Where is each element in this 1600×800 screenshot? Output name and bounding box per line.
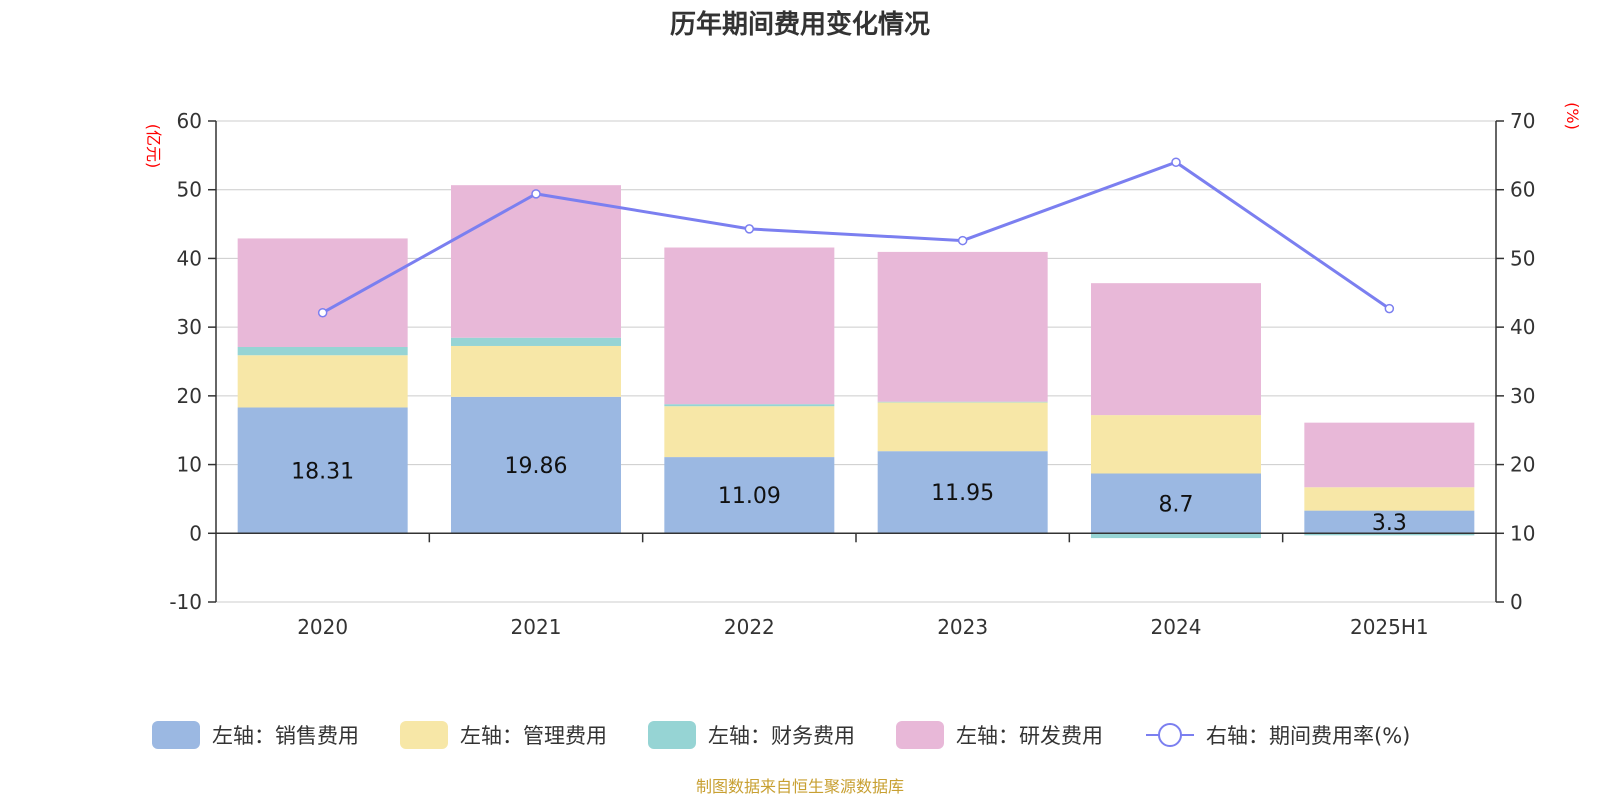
bar-segment [451, 337, 621, 346]
bar-segment [664, 404, 835, 407]
bar-segment [1091, 473, 1261, 534]
legend-label: 左轴：管理费用 [460, 724, 607, 748]
bar-segment [664, 406, 835, 458]
legend: 左轴：销售费用 左轴：管理费用 左轴：财务费用 左轴：研发费用 右轴：期间费用率(%) [152, 721, 1410, 749]
bar-value-label: 19.86 [505, 454, 568, 479]
category-label: 2021 [511, 615, 562, 639]
right-tick-label: 60 [1510, 178, 1535, 202]
grid-lines [216, 120, 1496, 603]
right-tick-label: 10 [1510, 521, 1535, 545]
bar-segment [1304, 533, 1475, 536]
legend-label: 左轴：财务费用 [708, 724, 855, 748]
right-axis-unit: (%) [1563, 102, 1582, 130]
rate-line [317, 157, 1395, 318]
bars [237, 185, 1475, 539]
bar-segment [237, 355, 408, 408]
axes: -10 0 10 20 30 40 50 60 0 10 20 30 40 50 60 70 2020 2021 2… [169, 109, 1535, 639]
bar-segment [877, 401, 1048, 403]
right-tick-label: 0 [1510, 590, 1523, 614]
bar-value-label: 11.09 [718, 484, 781, 509]
category-label: 2020 [297, 615, 348, 639]
legend-swatch [152, 721, 200, 749]
legend-swatch [896, 721, 944, 749]
right-tick-label: 40 [1510, 315, 1535, 339]
left-tick-label: 0 [189, 521, 202, 545]
bar-value-label: 8.7 [1159, 492, 1194, 517]
bar-segment [1304, 510, 1475, 534]
bar-segment [1304, 422, 1475, 488]
bar-segment [237, 238, 408, 348]
left-tick-label: 50 [177, 178, 202, 202]
category-label: 2023 [937, 615, 988, 639]
left-tick-label: 60 [177, 109, 202, 133]
bar-segment [877, 251, 1048, 402]
bar-segment [451, 345, 621, 397]
rate-point [1171, 157, 1181, 167]
chart-title: 历年期间费用变化情况 [670, 9, 930, 40]
rate-point [1384, 303, 1395, 314]
rate-point [531, 189, 541, 199]
bar-segment [237, 407, 408, 534]
category-label: 2022 [724, 615, 775, 639]
source-note: 制图数据来自恒生聚源数据库 [696, 777, 904, 796]
bar-value-label: 18.31 [291, 459, 354, 484]
bar-segment [877, 451, 1048, 534]
legend-label: 右轴：期间费用率(%) [1206, 724, 1410, 748]
legend-label: 左轴：销售费用 [212, 724, 359, 748]
left-tick-label: 30 [177, 315, 202, 339]
left-tick-label: 10 [177, 453, 202, 477]
legend-swatch [648, 721, 696, 749]
bar-segment [877, 402, 1048, 452]
left-tick-label: 40 [177, 246, 202, 270]
left-tick-label: -10 [169, 590, 202, 614]
right-tick-label: 50 [1510, 246, 1535, 270]
bar-segment [1091, 415, 1261, 474]
bar-segment [664, 457, 835, 534]
bar-labels: 18.31 19.86 11.09 11.95 8.7 3.3 [291, 454, 1407, 536]
legend-swatch-marker [1158, 723, 1182, 747]
right-tick-label: 70 [1510, 109, 1535, 133]
right-tick-label: 20 [1510, 453, 1535, 477]
rate-point [317, 307, 328, 318]
category-label: 2024 [1151, 615, 1202, 639]
legend-swatch [400, 721, 448, 749]
bar-segment [1091, 283, 1261, 416]
bar-segment [1091, 533, 1261, 539]
left-tick-label: 20 [177, 384, 202, 408]
rate-point [744, 224, 755, 234]
bar-value-label: 11.95 [931, 481, 994, 506]
category-label: 2025H1 [1350, 615, 1429, 639]
bar-segment [237, 347, 408, 356]
rate-point [957, 235, 968, 246]
bar-segment [664, 247, 835, 405]
bar-segment [451, 185, 621, 338]
bar-segment [451, 396, 621, 534]
rate-line-path [321, 160, 1391, 315]
bar-value-label: 3.3 [1372, 511, 1407, 536]
bar-segment [1304, 487, 1475, 511]
right-tick-label: 30 [1510, 384, 1535, 408]
legend-label: 左轴：研发费用 [956, 724, 1103, 748]
left-axis-unit: (亿元) [144, 124, 163, 169]
